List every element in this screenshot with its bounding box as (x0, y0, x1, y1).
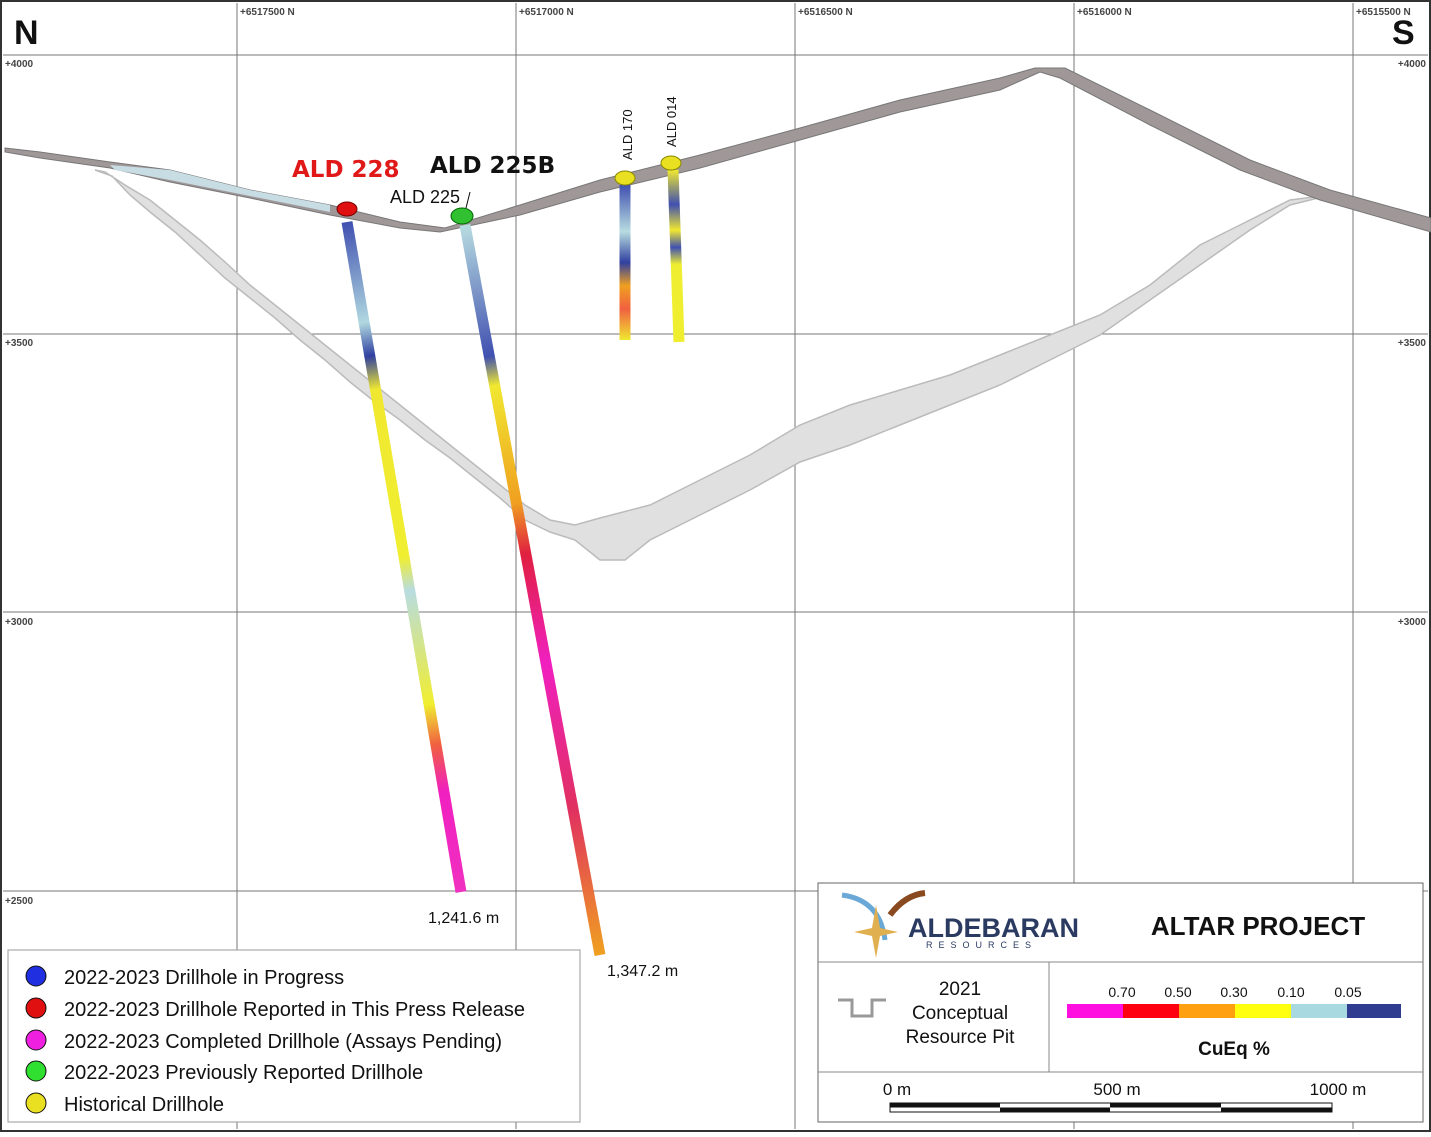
collar-ald228 (336, 201, 358, 217)
hole-depth: 1,241.6 m (428, 910, 499, 927)
scale-bar-segment (890, 1103, 1000, 1108)
northing-label: +6516500 N (798, 7, 853, 18)
legend-box (7, 949, 581, 1123)
grade-unit: CuEq % (1198, 1039, 1270, 1060)
drillhole-ald225b (459, 223, 606, 957)
hole-label: ALD 225B (430, 153, 555, 179)
compass-south: S (1392, 14, 1415, 52)
elevation-label: +4000 (5, 59, 34, 70)
scale-tick: 1000 m (1310, 1080, 1367, 1099)
elevation-label: +2500 (5, 896, 34, 907)
elevation-label: +3500 (1398, 338, 1427, 349)
grade-tick: 0.30 (1220, 984, 1247, 1000)
legend: 2022-2023 Drillhole in Progress 2022-202… (7, 949, 581, 1123)
legend-label: 2022-2023 Completed Drillhole (Assays Pe… (64, 1031, 502, 1053)
logo-text: ALDEBARAN (908, 913, 1079, 943)
grade-swatch (1123, 1004, 1179, 1018)
collar-ald014 (660, 155, 682, 171)
northing-label: +6517500 N (240, 7, 295, 18)
hole-label: ALD 170 (620, 109, 635, 160)
topography-highlight (110, 165, 330, 212)
legend-swatch (25, 1029, 47, 1051)
collar-ald170 (614, 170, 636, 186)
grade-tick: 0.10 (1277, 984, 1304, 1000)
pit-label: Resource Pit (906, 1027, 1015, 1048)
grade-tick: 0.50 (1164, 984, 1191, 1000)
elevation-label: +3000 (5, 617, 34, 628)
pit-symbol (838, 998, 886, 1018)
topography (4, 67, 1431, 233)
legend-label: 2022-2023 Drillhole in Progress (64, 967, 344, 989)
hole-label: ALD 228 (292, 157, 400, 183)
hole-label: ALD 014 (664, 96, 679, 147)
drillhole-ald228 (341, 221, 467, 893)
northing-label: +6515500 N (1356, 7, 1411, 18)
pit-label: 2021 (939, 979, 981, 1000)
title-block: ALDEBARAN RESOURCES ALTAR PROJECT 2021 C… (817, 882, 1424, 1123)
scale-bar-segment (1000, 1107, 1110, 1112)
grade-tick: 0.05 (1334, 984, 1361, 1000)
logo-swoosh (887, 890, 926, 917)
grade-tick: 0.70 (1108, 984, 1135, 1000)
grade-swatch (1235, 1004, 1291, 1018)
legend-swatch (25, 1060, 47, 1082)
legend-swatch (25, 1092, 47, 1114)
logo-star (854, 905, 898, 958)
hole-label: ALD 225 (390, 187, 460, 207)
grade-swatch (1291, 1004, 1347, 1018)
scale-bar-segment (1221, 1107, 1332, 1112)
grade-swatch (1067, 1004, 1123, 1018)
project-title: ALTAR PROJECT (1151, 911, 1365, 941)
scale-bar-segment (1110, 1103, 1221, 1108)
elevation-label: +3500 (5, 338, 34, 349)
grade-swatch (1179, 1004, 1235, 1018)
title-box (817, 882, 1424, 1123)
legend-label: 2022-2023 Previously Reported Drillhole (64, 1062, 423, 1084)
compass-north: N (14, 14, 39, 52)
elevation-label: +4000 (1398, 59, 1427, 70)
grade-swatch (1347, 1004, 1401, 1018)
collar-ald225b (450, 207, 474, 225)
hole-depth: 1,347.2 m (607, 963, 678, 980)
scale-tick: 0 m (883, 1080, 911, 1099)
northing-label: +6517000 N (519, 7, 574, 18)
elevation-label: +3000 (1398, 617, 1427, 628)
pit-label: Conceptual (912, 1003, 1008, 1024)
drillhole-ald014 (667, 169, 685, 343)
legend-label: 2022-2023 Drillhole Reported in This Pre… (64, 999, 525, 1021)
legend-swatch (25, 965, 47, 987)
northing-label: +6516000 N (1077, 7, 1132, 18)
logo-subtext: RESOURCES (926, 940, 1037, 950)
scale-tick: 500 m (1093, 1080, 1140, 1099)
legend-swatch (25, 997, 47, 1019)
legend-label: Historical Drillhole (64, 1094, 224, 1116)
leader-line (465, 191, 471, 209)
